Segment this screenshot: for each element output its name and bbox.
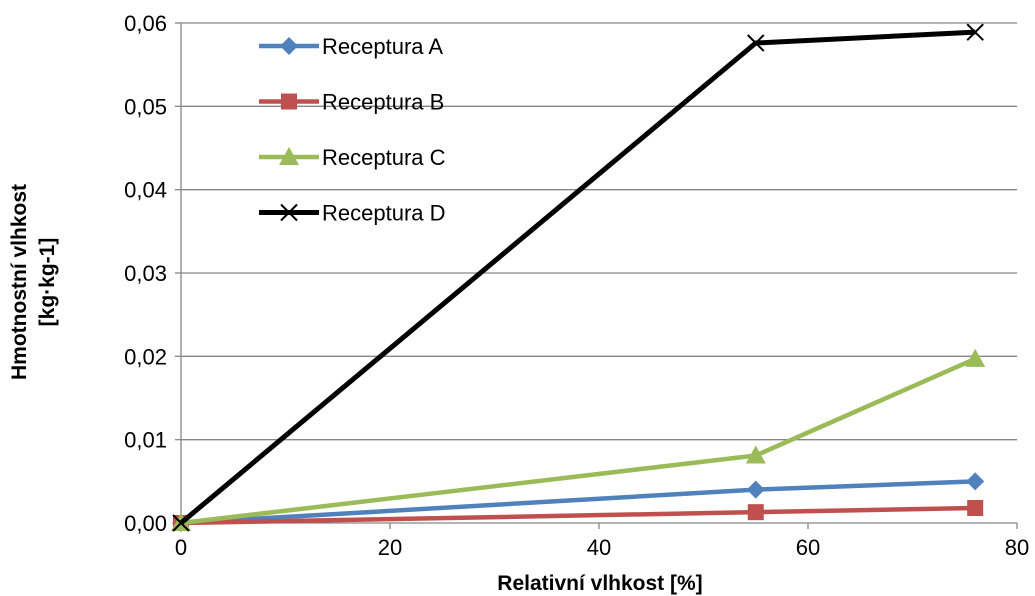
- series-1-point-1: [747, 504, 764, 521]
- y-tick-label-4: 0,04: [124, 178, 167, 203]
- x-tick-label-0: 0: [175, 535, 187, 560]
- legend-marker-2: [279, 147, 299, 165]
- series-2-point-1: [745, 445, 766, 464]
- x-tick-label-3: 60: [796, 535, 820, 560]
- legend-marker-3: [280, 203, 298, 222]
- gridlines: [181, 22, 1017, 441]
- series-group: [171, 23, 986, 532]
- y-tick-label-3: 0,03: [124, 261, 167, 286]
- series-0-point-2: [966, 472, 985, 491]
- series-1-point-2: [967, 500, 984, 516]
- axes: [175, 22, 1018, 529]
- y-tick-labels: 0,00 0,01 0,02 0,03 0,04 0,05 0,06: [124, 11, 167, 536]
- legend-label-3: Receptura D: [322, 201, 446, 226]
- x-tick-label-2: 40: [587, 535, 611, 560]
- series-3-point-1: [747, 34, 765, 52]
- x-tick-label-4: 80: [1005, 535, 1029, 560]
- y-tick-label-6: 0,06: [124, 11, 167, 36]
- legend-item-3: Receptura D: [259, 201, 446, 226]
- x-axis-title: Relativní vlhkost [%]: [497, 572, 702, 595]
- legend-marker-0: [280, 37, 298, 55]
- legend-label-1: Receptura B: [322, 90, 444, 115]
- legend-label-0: Receptura A: [322, 34, 443, 59]
- y-tick-label-5: 0,05: [124, 94, 167, 119]
- legend-item-0: Receptura A: [259, 34, 443, 59]
- y-tick-label-1: 0,01: [124, 428, 167, 453]
- series-2-point-2: [965, 348, 986, 367]
- y-axis-title-line-1: Hmotnostní vlhkost: [8, 184, 31, 380]
- legend-marker-1: [281, 93, 297, 110]
- series-3-point-2: [966, 23, 984, 41]
- legend: Receptura A Receptura B Receptura C Receptu…: [259, 34, 446, 226]
- x-tick-labels: 0 20 40 60 80: [175, 535, 1029, 560]
- y-tick-label-2: 0,02: [124, 344, 167, 369]
- series-3: [172, 23, 984, 532]
- y-axis-title-line-2: [kg·kg-1]: [36, 238, 59, 327]
- legend-item-1: Receptura B: [259, 90, 444, 115]
- series-0-point-1: [746, 480, 765, 499]
- legend-item-2: Receptura C: [259, 145, 446, 170]
- legend-label-2: Receptura C: [322, 145, 446, 170]
- y-tick-label-0: 0,00: [124, 511, 167, 536]
- series-3-point-0: [172, 514, 190, 532]
- x-tick-label-1: 20: [378, 535, 402, 560]
